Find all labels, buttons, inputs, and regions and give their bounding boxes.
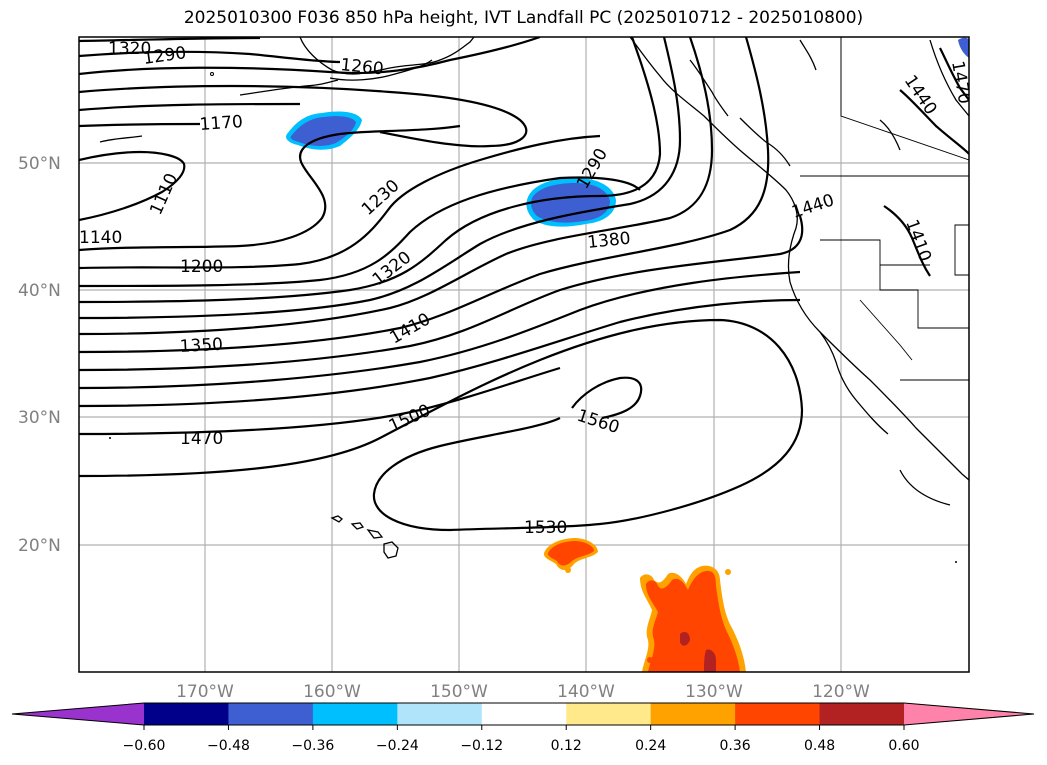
lon-label: 170°W xyxy=(176,682,234,702)
colorbar-tick-label: 0.12 xyxy=(551,738,582,754)
colorbar-segment xyxy=(397,703,483,725)
contour-label: 1380 xyxy=(586,229,631,253)
colorbar-segment xyxy=(481,703,567,725)
lat-label: 50°N xyxy=(18,154,61,174)
ivt-positive-anomaly xyxy=(543,538,746,672)
lon-label: 130°W xyxy=(685,682,743,702)
height-contours xyxy=(79,37,969,532)
colorbar-extend-left xyxy=(12,703,144,725)
political-borders xyxy=(800,37,969,381)
lat-label: 40°N xyxy=(18,281,61,301)
contour-label: 1470 xyxy=(180,429,223,449)
colorbar-segment xyxy=(735,703,821,725)
colorbar-tick-label: −0.60 xyxy=(123,738,166,754)
lon-label: 140°W xyxy=(557,682,615,702)
map-title: 2025010300 F036 850 hPa height, IVT Land… xyxy=(183,8,864,28)
map-panel xyxy=(79,37,969,672)
colorbar-tick-label: 0.60 xyxy=(888,738,919,754)
colorbar-segment xyxy=(144,703,229,725)
graticule xyxy=(79,37,969,672)
ivt-negative-anomaly xyxy=(286,37,969,227)
lon-label: 120°W xyxy=(812,682,870,702)
contour-label: 1140 xyxy=(79,228,122,248)
colorbar-segment xyxy=(819,703,905,725)
lat-label: 30°N xyxy=(18,408,61,428)
colorbar-tick-label: 0.48 xyxy=(804,738,835,754)
colorbar: −0.60 −0.48 −0.36 −0.24 −0.12 0.12 0.24 0.36 0.4… xyxy=(11,702,1035,754)
latitude-labels: 50°N 40°N 30°N 20°N xyxy=(18,154,61,556)
contour-label: 1170 xyxy=(199,112,244,135)
lat-label: 20°N xyxy=(18,536,61,556)
colorbar-ticks: −0.60 −0.48 −0.36 −0.24 −0.12 0.12 0.24 0.36 0.4… xyxy=(123,725,920,754)
coastline xyxy=(99,37,969,563)
colorbar-tick-label: 0.36 xyxy=(720,738,751,754)
colorbar-tick-label: −0.24 xyxy=(376,738,419,754)
contour-label: 1350 xyxy=(179,335,223,357)
colorbar-tick-label: −0.36 xyxy=(291,738,334,754)
contour-label: 1200 xyxy=(180,257,223,277)
contour-label: 1320 xyxy=(108,39,151,59)
colorbar-segment xyxy=(650,703,736,725)
lon-label: 150°W xyxy=(430,682,488,702)
colorbar-segments xyxy=(144,703,905,725)
contour-label: 1260 xyxy=(339,55,384,79)
colorbar-tick-label: −0.48 xyxy=(207,738,250,754)
colorbar-segment xyxy=(312,703,398,725)
colorbar-segment xyxy=(228,703,314,725)
longitude-labels: 170°W 160°W 150°W 140°W 130°W 120°W xyxy=(176,682,870,702)
colorbar-tick-label: 0.24 xyxy=(635,738,666,754)
lon-label: 160°W xyxy=(303,682,361,702)
map-frame xyxy=(78,36,970,673)
colorbar-segment xyxy=(566,703,652,725)
colorbar-extend-right xyxy=(904,703,1034,725)
contour-label: 1530 xyxy=(524,518,567,538)
colorbar-tick-label: −0.12 xyxy=(460,738,503,754)
